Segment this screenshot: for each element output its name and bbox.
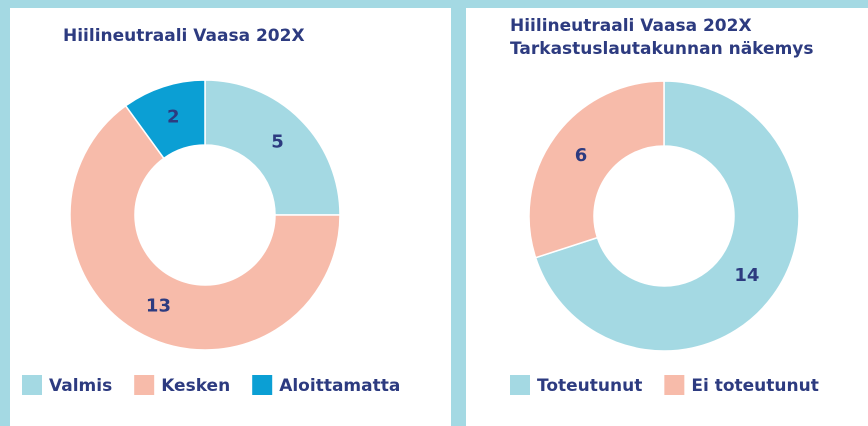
- legend-label: Kesken: [161, 376, 230, 396]
- legend-swatch: [22, 375, 42, 395]
- slice: [528, 80, 665, 259]
- chart-title: Hiilineutraali Vaasa 202X: [510, 16, 752, 36]
- chart-title: Hiilineutraali Vaasa 202X: [63, 26, 305, 46]
- slice: [204, 79, 341, 216]
- legend-label: Valmis: [49, 376, 112, 396]
- data-label: 2: [167, 107, 180, 128]
- legend-label: Aloittamatta: [279, 376, 400, 396]
- chart-subtitle: Tarkastuslautakunnan näkemys: [510, 39, 813, 59]
- data-label: 14: [734, 265, 759, 286]
- legend-swatch: [134, 375, 155, 395]
- data-label: 13: [146, 295, 171, 316]
- slice: [69, 104, 341, 351]
- legend-swatch: [510, 375, 530, 395]
- panel: [466, 8, 868, 426]
- legend-swatch: [252, 375, 273, 395]
- data-label: 5: [271, 132, 284, 153]
- slice: [534, 80, 800, 352]
- legend-swatch: [664, 375, 685, 395]
- data-label: 6: [575, 145, 588, 166]
- slice: [124, 79, 206, 160]
- legend-label: Ei toteutunut: [691, 376, 818, 396]
- legend-label: Toteutunut: [537, 376, 642, 396]
